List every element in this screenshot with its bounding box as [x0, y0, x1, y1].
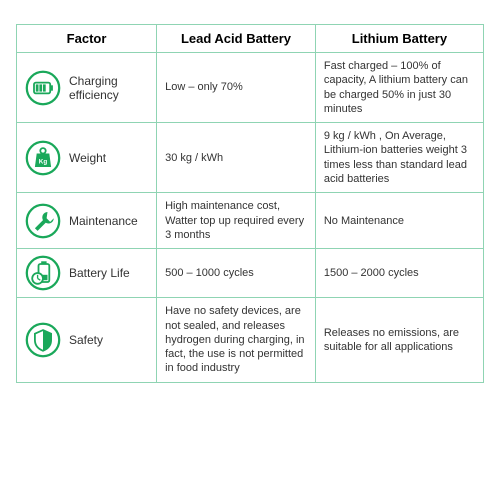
charging-icon [25, 70, 61, 106]
table-row: Kg Weight 30 kg / kWh 9 kg / kWh , On Av… [17, 123, 484, 193]
table-header-row: Factor Lead Acid Battery Lithium Battery [17, 25, 484, 53]
table-row: Battery Life 500 – 1000 cycles 1500 – 20… [17, 249, 484, 298]
lead-cell: Have no safety devices, are not sealed, … [165, 304, 307, 375]
table-row: Safety Have no safety devices, are not s… [17, 298, 484, 382]
battery-life-icon [25, 255, 61, 291]
col-header-factor: Factor [17, 25, 157, 53]
lithium-cell: 9 kg / kWh , On Average, Lithium-ion bat… [324, 129, 475, 186]
col-header-lithium: Lithium Battery [315, 25, 483, 53]
lithium-cell: Fast charged – 100% of capacity, A lithi… [324, 59, 475, 116]
comparison-table: Factor Lead Acid Battery Lithium Battery [16, 24, 484, 383]
lithium-cell: 1500 – 2000 cycles [324, 266, 475, 280]
lead-cell: High maintenance cost, Watter top up req… [165, 199, 307, 242]
col-header-lead: Lead Acid Battery [157, 25, 316, 53]
lead-cell: 30 kg / kWh [165, 151, 307, 165]
factor-label: Maintenance [69, 214, 138, 228]
lead-cell: Low – only 70% [165, 80, 307, 94]
svg-text:Kg: Kg [39, 158, 48, 165]
maintenance-icon [25, 203, 61, 239]
safety-icon [25, 322, 61, 358]
factor-label: Safety [69, 333, 103, 347]
weight-icon: Kg [25, 140, 61, 176]
table-row: Maintenance High maintenance cost, Watte… [17, 193, 484, 249]
factor-label: Battery Life [69, 266, 130, 280]
factor-label: Weight [69, 151, 106, 165]
lithium-cell: No Maintenance [324, 214, 475, 228]
table-row: Charging efficiency Low – only 70% Fast … [17, 53, 484, 123]
factor-label: Charging efficiency [69, 74, 148, 102]
lithium-cell: Releases no emissions, are suitable for … [324, 326, 475, 355]
lead-cell: 500 – 1000 cycles [165, 266, 307, 280]
